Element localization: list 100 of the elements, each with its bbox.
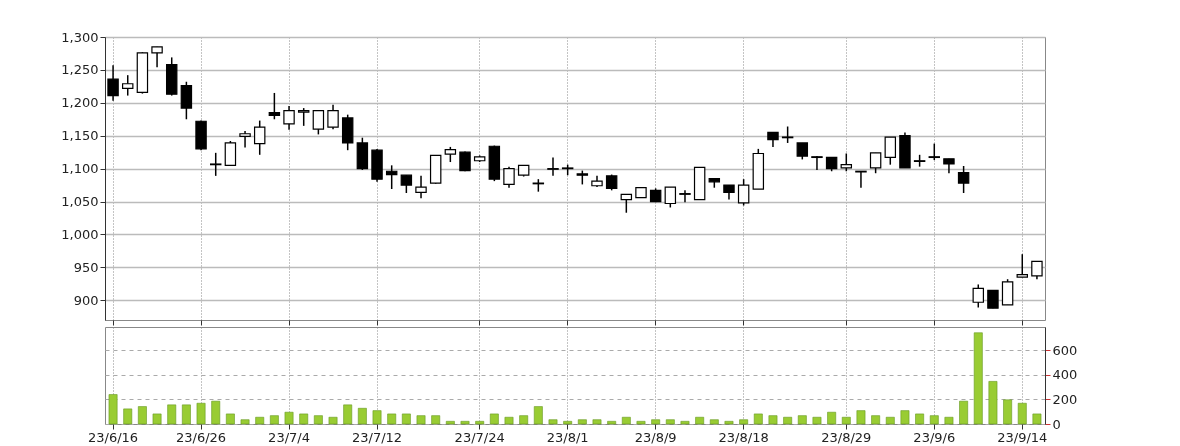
bar	[284, 411, 294, 425]
candlestick	[312, 109, 325, 136]
bar	[489, 413, 499, 425]
bar	[357, 407, 367, 425]
x-tick-label: 23/9/6	[913, 429, 956, 445]
bar	[1032, 413, 1042, 425]
candlestick	[268, 92, 281, 121]
candlestick	[224, 140, 237, 167]
bar	[929, 415, 939, 425]
candlestick	[869, 152, 882, 174]
y-tick-label: 600	[1052, 342, 1078, 358]
y-tick-label: 1,000	[61, 226, 99, 242]
bar	[445, 421, 455, 425]
candlestick	[327, 104, 339, 130]
y-tick-label: 1,250	[61, 62, 99, 78]
bar	[387, 413, 397, 425]
bar	[841, 416, 851, 425]
candlestick	[679, 189, 691, 203]
bar	[783, 416, 793, 425]
bar	[797, 415, 807, 425]
bar	[108, 394, 118, 425]
bar	[739, 419, 749, 425]
candlestick	[209, 152, 222, 177]
bar	[240, 419, 250, 425]
candlestick	[884, 136, 897, 166]
y-tick-label: 400	[1052, 367, 1078, 383]
candlestick	[1001, 278, 1014, 306]
candlestick	[737, 178, 750, 207]
bar	[123, 408, 133, 425]
bar	[533, 406, 543, 425]
candlestick	[503, 165, 515, 189]
candlestick	[180, 81, 193, 121]
bar	[885, 416, 895, 425]
bar	[856, 410, 866, 425]
x-tick-label: 23/8/1	[546, 429, 589, 445]
x-tick-label: 23/8/18	[718, 429, 769, 445]
candlestick	[253, 119, 266, 156]
bar	[680, 421, 690, 425]
candlestick	[664, 186, 677, 209]
y-tick-label: 1,150	[61, 128, 99, 144]
bar	[621, 416, 631, 425]
bar	[460, 421, 470, 425]
x-tick-label: 23/6/16	[88, 429, 139, 445]
x-tick-label: 23/7/12	[351, 429, 403, 445]
candlestick	[957, 165, 970, 194]
bar	[299, 413, 309, 425]
bar	[211, 400, 221, 425]
bar	[871, 415, 881, 425]
bar	[196, 402, 206, 425]
bar	[431, 415, 441, 425]
bar	[988, 381, 998, 425]
bar	[372, 410, 382, 425]
bar	[607, 421, 617, 425]
bar	[563, 421, 573, 425]
candlestick	[811, 155, 823, 171]
bar	[1017, 402, 1027, 425]
candlestick	[283, 105, 295, 131]
bar	[812, 416, 822, 425]
candlestick	[855, 170, 867, 189]
bar	[651, 419, 661, 425]
bar	[181, 404, 191, 425]
bar	[665, 419, 675, 425]
x-tick-label: 23/6/26	[175, 429, 227, 445]
bar	[900, 410, 910, 425]
bar	[152, 413, 162, 425]
bar	[401, 413, 411, 425]
bar	[343, 404, 353, 425]
y-tick-label: 1,050	[61, 194, 99, 210]
bar	[137, 406, 147, 425]
x-tick-label: 23/7/4	[268, 429, 310, 445]
candlestick	[151, 46, 163, 69]
y-tick-label: 950	[73, 259, 99, 275]
candlestick	[239, 130, 251, 149]
y-tick-label: 1,300	[61, 29, 99, 45]
bar	[753, 413, 763, 425]
bar	[255, 416, 265, 425]
bar	[225, 413, 235, 425]
x-tick-label: 23/7/24	[454, 429, 505, 445]
x-tick-label: 23/9/14	[997, 429, 1048, 445]
candlestick	[107, 64, 119, 102]
candlestick	[972, 283, 985, 309]
bar	[636, 421, 646, 425]
candlestick	[1016, 253, 1028, 278]
candlestick	[122, 74, 134, 97]
bar	[475, 421, 485, 425]
bar	[577, 419, 587, 425]
bar	[768, 415, 778, 425]
bar	[416, 415, 426, 425]
y-tick-label: 200	[1052, 391, 1078, 407]
bar	[504, 416, 514, 425]
candlestick	[415, 175, 427, 199]
candlestick	[547, 156, 559, 177]
bar	[519, 415, 529, 425]
y-tick-label: 900	[73, 292, 99, 308]
bar	[313, 415, 323, 425]
bar	[709, 419, 719, 425]
x-tick-label: 23/8/9	[634, 429, 677, 445]
bar	[269, 415, 279, 425]
bar	[167, 404, 177, 425]
bar	[724, 421, 734, 425]
